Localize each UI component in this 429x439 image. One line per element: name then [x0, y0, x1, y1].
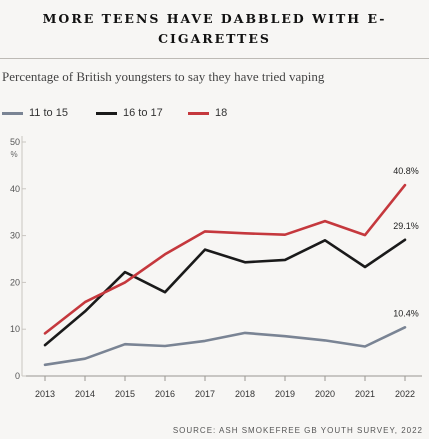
legend-label-18: 18	[215, 107, 228, 119]
legend-label-11-to-15: 11 to 15	[29, 107, 68, 119]
y-tick-label: 50	[10, 137, 20, 147]
series-line-11-to-15	[43, 326, 407, 367]
series-line-18	[43, 183, 407, 335]
line-chart: 0 10 20 30 40 50% 2013 2014 2015 2016 2017 2018 2019…	[10, 136, 422, 399]
x-tick-label: 2015	[115, 389, 135, 399]
chart-title: MORE TEENS HAVE DABBLED WITH E-CIGARETTE…	[42, 11, 387, 46]
y-tick-label: 10	[10, 324, 20, 334]
legend-label-16-to-17: 16 to 17	[123, 107, 163, 119]
legend-swatch-11-to-15	[2, 111, 23, 115]
legend-item-16-to-17: 16 to 17	[96, 107, 163, 119]
end-label-11-to-15: 10.4%	[393, 308, 419, 318]
end-label-18: 40.8%	[393, 166, 419, 176]
x-tick-label: 2022	[395, 389, 415, 399]
x-tick-label: 2021	[355, 389, 375, 399]
x-tick-label: 2016	[155, 389, 175, 399]
end-label-16-to-17: 29.1%	[393, 221, 419, 231]
legend-swatch-16-to-17	[96, 111, 117, 115]
x-tick-label: 2020	[315, 389, 335, 399]
y-tick-label: 0	[15, 371, 20, 381]
chart-subtitle: Percentage of British youngsters to say …	[2, 69, 325, 84]
y-tick-label: 40	[10, 184, 20, 194]
title-divider	[0, 58, 429, 59]
x-tick-label: 2013	[35, 389, 55, 399]
y-unit-label: %	[10, 150, 17, 159]
y-tick-label: 20	[10, 277, 20, 287]
legend-swatch-18	[188, 111, 209, 115]
x-tick-label: 2014	[75, 389, 95, 399]
x-tick-label: 2017	[195, 389, 215, 399]
source-note: SOURCE: ASH SMOKEFREE GB YOUTH SURVEY, 2…	[172, 426, 423, 435]
x-tick-label: 2018	[235, 389, 255, 399]
legend-item-11-to-15: 11 to 15	[2, 107, 68, 119]
y-tick-label: 30	[10, 231, 20, 241]
x-tick-label: 2019	[275, 389, 295, 399]
legend-item-18: 18	[188, 107, 227, 119]
series-line-16-to-17	[43, 238, 407, 347]
